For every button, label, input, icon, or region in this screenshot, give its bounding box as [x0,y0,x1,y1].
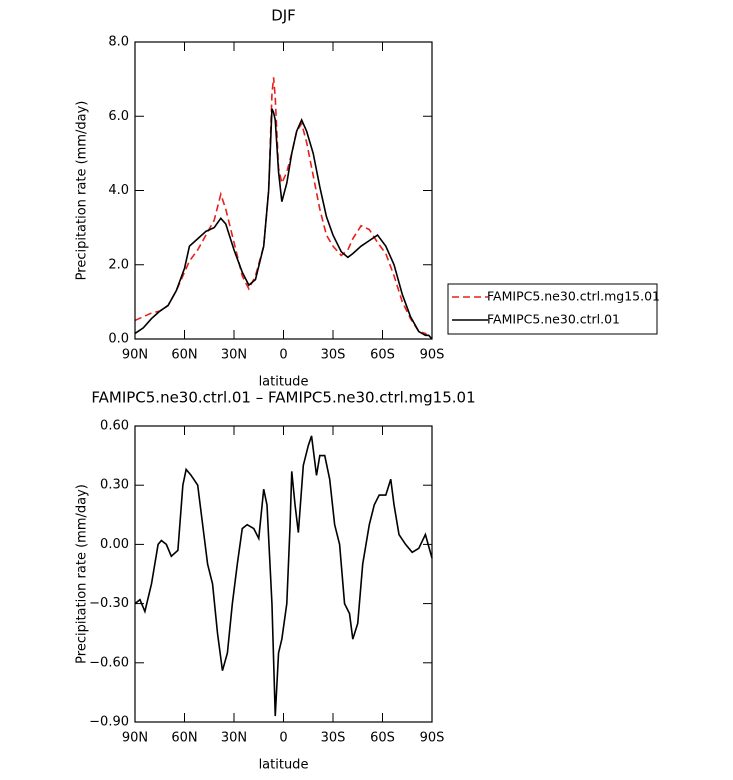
x-tick-label: 90S [420,348,445,363]
y-tick-label: 2.0 [108,257,129,272]
plot-frame [134,41,433,340]
legend-box [447,283,658,335]
series-line [134,108,433,340]
x-tick-label: 90N [122,348,148,363]
y-tick-label: 0.60 [100,419,129,434]
x-tick-label: 0 [279,348,287,363]
y-tick-label: −0.30 [89,596,129,611]
x-tick-label: 90N [122,731,148,746]
y-tick-label: 6.0 [108,109,129,124]
x-tick-label: 30N [221,731,247,746]
y-tick-label: 4.0 [108,183,129,198]
x-axis-label: latitude [259,375,309,390]
x-tick-label: 30S [321,731,346,746]
y-axis-label: Precipitation rate (mm/day) [75,101,90,281]
plot-frame [134,425,433,723]
legend-label: FAMIPC5.ne30.ctrl.01 [487,312,620,327]
series-line [134,77,433,340]
y-tick-label: −0.90 [89,715,129,730]
y-axis-label: Precipitation rate (mm/day) [75,484,90,664]
y-tick-label: 0.0 [108,332,129,347]
x-tick-label: 60S [370,731,395,746]
chart-title: DJF [271,7,296,25]
y-tick-label: 8.0 [108,35,129,50]
legend-label: FAMIPC5.ne30.ctrl.mg15.01 [487,289,660,304]
x-tick-label: 30N [221,348,247,363]
y-tick-label: 0.00 [100,537,129,552]
x-tick-label: 30S [321,348,346,363]
chart-title: FAMIPC5.ne30.ctrl.01 – FAMIPC5.ne30.ctrl… [91,389,475,407]
y-tick-label: 0.30 [100,478,129,493]
x-axis-label: latitude [259,758,309,773]
x-tick-label: 90S [420,731,445,746]
x-tick-label: 0 [279,731,287,746]
x-tick-label: 60N [171,348,197,363]
x-tick-label: 60S [370,348,395,363]
series-line [134,435,433,717]
x-tick-label: 60N [171,731,197,746]
y-tick-label: −0.60 [89,655,129,670]
